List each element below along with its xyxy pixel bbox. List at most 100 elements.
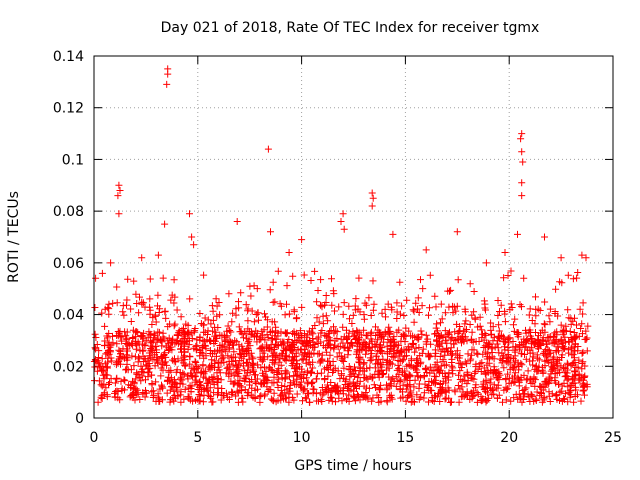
data-point <box>186 360 194 368</box>
data-point <box>402 372 410 380</box>
data-point <box>400 331 408 339</box>
data-point <box>541 362 549 370</box>
data-point <box>473 349 481 357</box>
data-point <box>278 374 286 382</box>
data-point <box>538 398 546 406</box>
y-axis-label: ROTI / TECUs <box>6 191 22 283</box>
data-point <box>439 357 447 365</box>
data-point <box>226 327 234 334</box>
data-point <box>354 391 361 399</box>
data-point <box>400 312 408 319</box>
data-point <box>487 319 495 327</box>
data-point <box>324 381 331 389</box>
data-point <box>504 359 512 367</box>
data-point <box>138 365 146 373</box>
data-point <box>377 397 385 405</box>
data-point <box>425 382 433 389</box>
data-point <box>433 393 441 401</box>
data-point <box>204 387 212 395</box>
data-point <box>173 386 181 394</box>
data-point <box>532 362 540 370</box>
data-point <box>522 384 530 392</box>
data-point <box>308 328 316 336</box>
data-point <box>434 341 442 349</box>
data-point <box>208 302 216 310</box>
data-point <box>528 335 536 343</box>
data-point <box>466 280 474 288</box>
data-point <box>98 309 106 317</box>
data-point <box>264 344 272 352</box>
data-point <box>241 377 249 385</box>
data-point <box>311 267 319 275</box>
data-point <box>454 276 462 284</box>
data-point <box>386 328 394 335</box>
data-point <box>377 360 385 368</box>
data-point <box>580 376 587 384</box>
data-point <box>297 382 304 390</box>
data-point <box>501 318 509 326</box>
data-point <box>91 330 99 338</box>
data-point <box>260 347 268 355</box>
data-point-outlier <box>267 228 274 236</box>
data-point <box>439 345 447 353</box>
data-point-outlier <box>164 70 172 78</box>
data-point-outlier <box>389 230 397 238</box>
data-point <box>487 326 495 334</box>
data-point <box>468 328 476 336</box>
data-point <box>330 345 338 353</box>
data-point-outlier <box>519 158 527 166</box>
data-point <box>237 289 245 297</box>
data-point <box>488 349 496 356</box>
data-point <box>560 379 568 387</box>
data-point <box>281 344 289 352</box>
data-point <box>211 357 219 365</box>
data-point-outlier <box>107 259 115 267</box>
data-point <box>130 277 138 285</box>
data-point <box>318 351 326 359</box>
data-point <box>101 322 109 330</box>
data-point <box>396 352 404 360</box>
data-point-outlier <box>482 259 490 267</box>
data-point <box>362 384 370 392</box>
data-point <box>407 362 415 370</box>
data-point <box>250 368 258 376</box>
data-point-outlier <box>518 130 526 138</box>
data-point <box>298 303 306 311</box>
data-point <box>383 348 391 356</box>
data-point <box>242 301 250 309</box>
data-point <box>148 388 156 396</box>
data-point <box>570 329 578 336</box>
data-point <box>385 323 393 331</box>
data-point <box>325 337 333 345</box>
data-point <box>467 355 475 363</box>
data-point <box>113 299 121 307</box>
data-point <box>501 336 509 344</box>
data-point <box>540 393 548 401</box>
data-point <box>418 302 426 310</box>
data-point <box>454 382 462 389</box>
data-point <box>512 343 520 351</box>
data-point <box>504 272 512 279</box>
data-point-outlier <box>514 230 521 238</box>
data-point <box>272 335 280 343</box>
data-point <box>95 347 103 355</box>
data-point <box>273 341 281 349</box>
data-point <box>541 350 549 358</box>
data-point <box>193 336 201 344</box>
data-point <box>149 355 157 363</box>
data-point <box>129 334 137 341</box>
data-point <box>253 375 261 383</box>
data-point <box>575 356 583 364</box>
data-point <box>167 383 175 391</box>
data-point <box>265 345 273 353</box>
data-point <box>541 298 549 306</box>
data-point <box>312 375 320 383</box>
data-point <box>436 334 443 342</box>
data-point <box>355 371 363 379</box>
data-point <box>210 380 218 388</box>
data-point <box>352 295 360 303</box>
data-point <box>571 383 579 391</box>
data-point <box>229 309 237 317</box>
data-point <box>174 392 182 400</box>
data-point <box>472 360 480 368</box>
